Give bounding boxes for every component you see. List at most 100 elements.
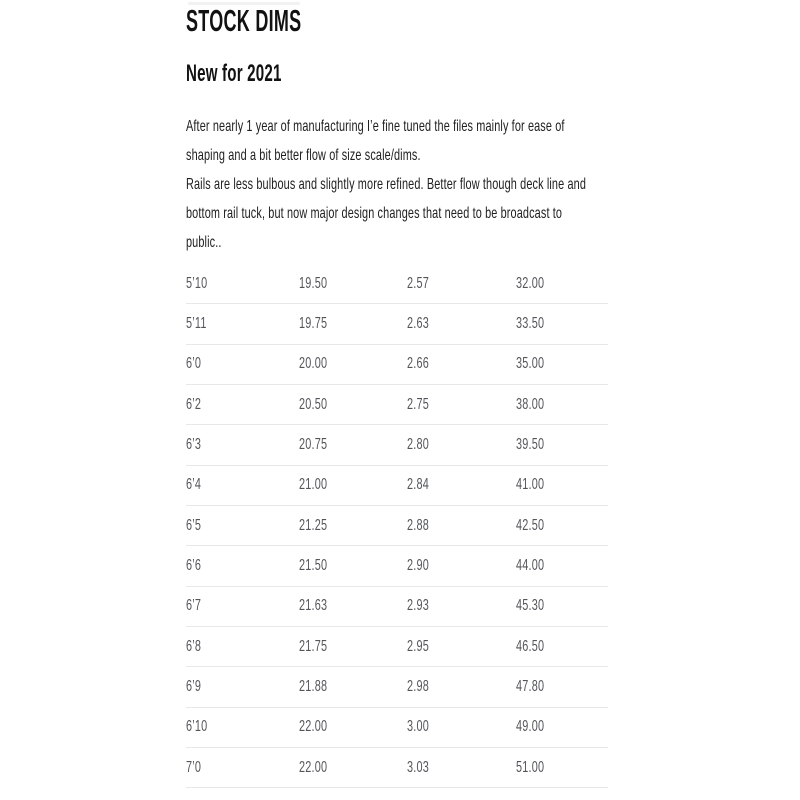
cell-value: 32.00 <box>516 274 545 292</box>
cell-value: 2.57 <box>407 274 429 292</box>
cell-value: 35.00 <box>516 355 545 373</box>
cell: 2.98 <box>407 678 516 696</box>
cell: 51.00 <box>516 759 608 777</box>
table-row: 6’0 20.00 2.66 35.00 <box>186 345 608 386</box>
cell-value: 21.50 <box>299 557 328 575</box>
cell: 44.00 <box>516 557 608 575</box>
paragraph-line: public.. <box>186 228 774 257</box>
cell-value: 6’3 <box>186 436 202 454</box>
cell-value: 33.50 <box>516 315 545 333</box>
cell-value: 6’0 <box>186 355 202 373</box>
cell-value: 3.03 <box>407 758 429 776</box>
cell-value: 38.00 <box>516 395 545 413</box>
cell-value: 6’9 <box>186 678 202 696</box>
cell-value: 21.25 <box>299 516 328 534</box>
cell: 32.00 <box>516 275 608 293</box>
cell-value: 5’10 <box>186 274 208 292</box>
cell-value: 47.80 <box>516 678 545 696</box>
page-title: STOCK DIMS <box>186 5 385 36</box>
cell-value: 6’6 <box>186 557 202 575</box>
cell-value: 2.88 <box>407 516 429 534</box>
cell-value: 6’4 <box>186 476 202 494</box>
cell-value: 6’10 <box>186 718 208 736</box>
cell: 2.90 <box>407 557 516 575</box>
table-row: 6’9 21.88 2.98 47.80 <box>186 667 608 708</box>
cell: 39.50 <box>516 436 608 454</box>
cell: 46.50 <box>516 638 608 656</box>
cell-value: 2.98 <box>407 678 429 696</box>
cell: 19.75 <box>299 315 407 333</box>
cell: 6’4 <box>186 476 299 494</box>
paragraph-line-text: Rails are less bulbous and slightly more… <box>186 176 587 193</box>
cell: 2.63 <box>407 315 516 333</box>
cell: 6’7 <box>186 597 299 615</box>
cell: 2.95 <box>407 638 516 656</box>
cell: 20.50 <box>299 396 407 414</box>
table-row: 6’4 21.00 2.84 41.00 <box>186 466 608 507</box>
cell: 5’11 <box>186 315 299 333</box>
cell: 41.00 <box>516 476 608 494</box>
cell-value: 20.75 <box>299 436 328 454</box>
cell-value: 21.63 <box>299 597 328 615</box>
cell: 21.50 <box>299 557 407 575</box>
cell-value: 44.00 <box>516 557 545 575</box>
table-row: 6’5 21.25 2.88 42.50 <box>186 506 608 547</box>
cell-value: 3.00 <box>407 718 429 736</box>
cell: 2.88 <box>407 517 516 535</box>
cell-value: 46.50 <box>516 637 545 655</box>
cell: 45.30 <box>516 597 608 615</box>
cell-value: 51.00 <box>516 758 545 776</box>
stock-dims-table: 5’10 19.50 2.57 32.00 5’11 19.75 2.63 33.50 6’0 2… <box>186 264 608 789</box>
cell-value: 6’8 <box>186 637 202 655</box>
cell: 6’8 <box>186 638 299 656</box>
cell: 2.75 <box>407 396 516 414</box>
cell: 6’5 <box>186 517 299 535</box>
cell-value: 49.00 <box>516 718 545 736</box>
table-row: 6’3 20.75 2.80 39.50 <box>186 425 608 466</box>
cell-value: 22.00 <box>299 718 328 736</box>
cell: 47.80 <box>516 678 608 696</box>
table-row: 5’10 19.50 2.57 32.00 <box>186 264 608 305</box>
cell: 2.93 <box>407 597 516 615</box>
cell: 20.75 <box>299 436 407 454</box>
table-row: 6’10 22.00 3.00 49.00 <box>186 708 608 749</box>
paragraph-line-text: public.. <box>186 234 222 251</box>
cell: 49.00 <box>516 718 608 736</box>
paragraph-line: Rails are less bulbous and slightly more… <box>186 170 774 199</box>
cell-value: 20.00 <box>299 355 328 373</box>
cell-value: 2.95 <box>407 637 429 655</box>
cell: 42.50 <box>516 517 608 535</box>
cell: 6’2 <box>186 396 299 414</box>
cell: 21.88 <box>299 678 407 696</box>
cell-value: 41.00 <box>516 476 545 494</box>
cell-value: 7’0 <box>186 758 202 776</box>
cell: 35.00 <box>516 355 608 373</box>
cell: 2.66 <box>407 355 516 373</box>
cell: 19.50 <box>299 275 407 293</box>
paragraph-line-text: bottom rail tuck, but now major design c… <box>186 205 563 222</box>
table-row: 6’8 21.75 2.95 46.50 <box>186 627 608 668</box>
paragraph-line-text: After nearly 1 year of manufacturing I’e… <box>186 118 565 135</box>
cell: 3.00 <box>407 718 516 736</box>
cell: 22.00 <box>299 718 407 736</box>
cell: 21.25 <box>299 517 407 535</box>
cell-value: 6’2 <box>186 395 202 413</box>
cell: 7’0 <box>186 759 299 777</box>
cell: 38.00 <box>516 396 608 414</box>
cell: 6’6 <box>186 557 299 575</box>
cell-value: 21.88 <box>299 678 328 696</box>
cell: 21.75 <box>299 638 407 656</box>
cell-value: 2.90 <box>407 557 429 575</box>
cell: 2.57 <box>407 275 516 293</box>
cell-value: 19.75 <box>299 315 328 333</box>
cell: 2.84 <box>407 476 516 494</box>
cell: 2.80 <box>407 436 516 454</box>
cell: 20.00 <box>299 355 407 373</box>
cell: 33.50 <box>516 315 608 333</box>
cell-value: 21.00 <box>299 476 328 494</box>
paragraph-line: After nearly 1 year of manufacturing I’e… <box>186 112 774 141</box>
cropped-element-artifact <box>188 2 300 5</box>
cell-value: 22.00 <box>299 758 328 776</box>
table-row: 6’6 21.50 2.90 44.00 <box>186 546 608 587</box>
